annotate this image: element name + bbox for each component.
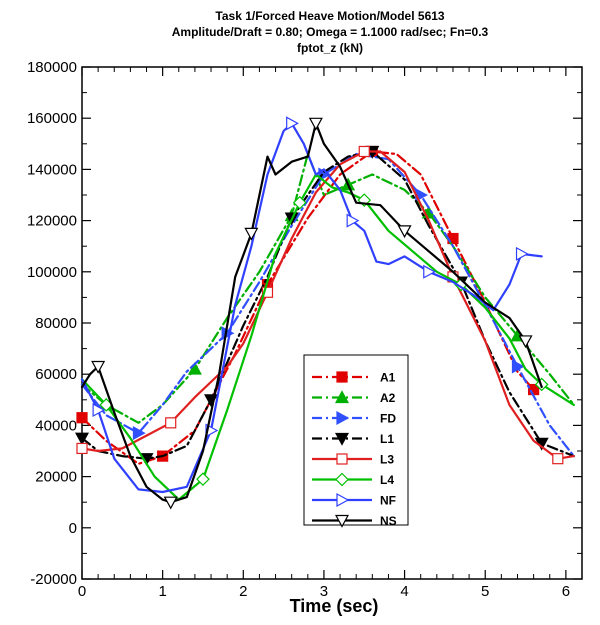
legend-marker-fd: [336, 410, 350, 426]
y-tick-label: 80000: [35, 315, 77, 332]
x-tick-label: 2: [239, 583, 247, 600]
data-point-nf: [286, 116, 299, 131]
y-axis: -20000 0 20000 40000 60000 80000 100000 120000 1…: [27, 59, 582, 588]
series-line-ns: [80, 122, 543, 504]
data-point-fd: [132, 426, 146, 441]
data-point-l3: [165, 417, 177, 429]
legend-marker-l4: [335, 472, 349, 487]
legend-marker-l3: [336, 453, 348, 465]
x-tick-label: 3: [320, 583, 328, 600]
x-axis-label: Time (sec): [290, 596, 379, 616]
x-tick-label: 6: [562, 583, 570, 600]
data-point-fd: [511, 359, 525, 374]
y-tick-label: 0: [69, 520, 77, 537]
series-line-a1: [80, 150, 535, 465]
legend-label-nf: NF: [380, 494, 396, 508]
y-tick-label: 100000: [27, 264, 77, 281]
data-point-ns: [91, 360, 106, 374]
data-point-a2: [187, 361, 202, 375]
legend-label-l1: L1: [380, 432, 394, 446]
data-point-nf: [515, 246, 529, 261]
series-line-nf: [80, 122, 543, 494]
x-tick-label: 1: [158, 583, 166, 600]
data-point-l3: [261, 286, 274, 298]
y-tick-label: 180000: [27, 59, 77, 76]
legend-marker-a1: [336, 371, 348, 383]
chart-title-line-2: Amplitude/Draft = 0.80; Omega = 1.1000 r…: [172, 25, 489, 39]
legend-label-l4: L4: [380, 473, 394, 487]
series-l3: [76, 145, 576, 465]
series-nf: [80, 116, 543, 494]
data-point-ns: [244, 227, 259, 241]
data-point-ns: [518, 335, 533, 349]
y-tick-label: 60000: [35, 366, 77, 383]
legend: A1 A2 FD L1 L3 L4 NF NS: [303, 354, 409, 528]
chart-title-line-3: fptot_z (kN): [297, 41, 363, 55]
y-tick-label: 140000: [27, 161, 77, 178]
x-axis: 0 1 2 3 4 5 6: [78, 67, 583, 600]
series-layer: [74, 116, 576, 510]
y-tick-label: -20000: [30, 571, 77, 588]
data-point-l3: [552, 453, 564, 465]
legend-label-ns: NS: [380, 514, 397, 528]
data-point-nf: [346, 213, 360, 228]
data-point-l3: [358, 145, 370, 158]
x-tick-label: 5: [481, 583, 489, 600]
legend-label-a1: A1: [380, 371, 396, 385]
legend-label-l3: L3: [380, 453, 394, 467]
data-point-nf: [423, 264, 437, 279]
legend-marker-ns: [334, 514, 350, 528]
y-tick-label: 120000: [27, 213, 77, 230]
data-point-ns: [308, 117, 323, 131]
legend-marker-l1: [334, 432, 350, 446]
x-tick-label: 4: [400, 583, 408, 600]
y-tick-label: 160000: [27, 110, 77, 127]
data-point-ns: [163, 496, 178, 510]
x-tick-label: 0: [78, 583, 86, 600]
data-point-l1: [74, 432, 90, 446]
series-line-l3: [80, 150, 576, 460]
data-point-l4: [292, 195, 307, 210]
data-point-l4: [196, 472, 210, 487]
legend-marker-a2: [334, 390, 350, 404]
data-point-l3: [76, 442, 88, 455]
y-tick-label: 20000: [35, 469, 77, 486]
series-line-a2: [80, 152, 576, 424]
chart-title-line-1: Task 1/Forced Heave Motion/Model 5613: [215, 9, 445, 23]
data-point-ns: [397, 225, 412, 239]
legend-box: [303, 354, 409, 526]
legend-marker-nf: [336, 492, 350, 508]
legend-label-fd: FD: [380, 412, 396, 426]
data-point-nf: [92, 403, 106, 418]
legend-label-a2: A2: [380, 391, 396, 405]
data-point-a1: [76, 412, 88, 424]
y-tick-label: 40000: [35, 417, 77, 434]
series-ns: [80, 117, 543, 510]
